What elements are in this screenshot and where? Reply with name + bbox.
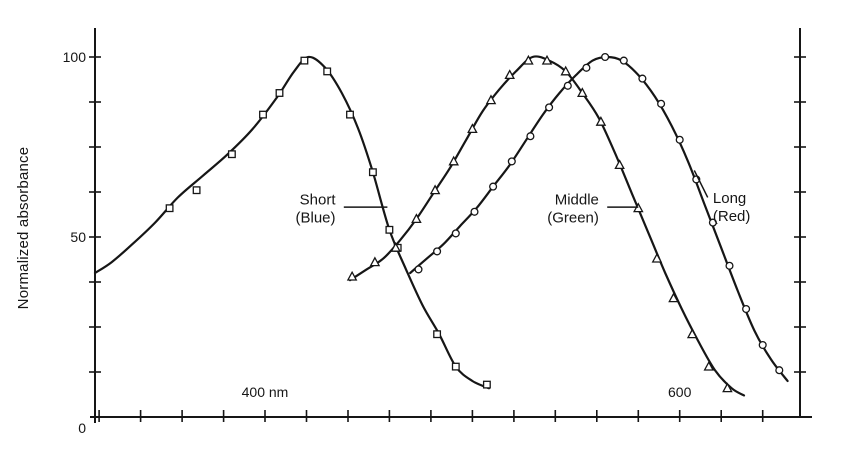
data-point-circle xyxy=(507,157,516,166)
data-point-circle xyxy=(489,182,498,191)
data-point-triangle xyxy=(369,256,381,267)
data-point-circle xyxy=(725,261,734,270)
data-point-circle xyxy=(414,265,423,274)
data-point-triangle xyxy=(390,242,401,252)
data-point-circle xyxy=(657,99,666,108)
y-tick-label: 0 xyxy=(78,420,86,436)
data-point-triangle xyxy=(686,328,698,339)
data-point-square xyxy=(259,110,267,119)
data-point-square xyxy=(300,56,309,65)
data-point-triangle xyxy=(560,65,571,76)
data-point-circle xyxy=(758,340,767,350)
data-point-triangle xyxy=(346,270,358,281)
data-point-circle xyxy=(451,229,460,238)
data-point-square xyxy=(323,67,332,76)
annotation-line: (Red) xyxy=(713,208,751,225)
data-point-square xyxy=(385,225,394,234)
data-point-circle xyxy=(708,218,717,227)
data-point-square xyxy=(192,186,201,195)
x-tick-label: 600 xyxy=(668,384,692,400)
annotation-long-red: Long (Red) xyxy=(713,190,751,225)
data-point-triangle xyxy=(523,54,534,65)
y-tick-label: 50 xyxy=(70,229,86,245)
data-point-triangle xyxy=(595,116,607,126)
data-point-triangle xyxy=(429,184,441,195)
data-point-circle xyxy=(563,81,572,90)
annotation-line: Short xyxy=(300,192,337,209)
data-point-circle xyxy=(582,63,591,72)
data-point-square xyxy=(482,380,491,389)
y-tick-label: 100 xyxy=(63,49,87,65)
annotation-line: Long xyxy=(713,190,746,207)
data-point-triangle xyxy=(577,87,588,98)
data-point-triangle xyxy=(614,159,625,170)
data-point-triangle xyxy=(541,54,553,65)
data-point-circle xyxy=(545,103,554,112)
x-tick-label: 400 nm xyxy=(242,384,289,400)
data-point-square xyxy=(346,110,354,119)
annotation-leader-long-red xyxy=(693,170,709,198)
data-point-circle xyxy=(526,132,535,141)
annotation-middle-green: Middle (Green) xyxy=(547,192,599,227)
data-point-square xyxy=(368,168,377,177)
data-point-circle xyxy=(433,247,442,256)
data-point-triangle xyxy=(448,155,459,166)
data-point-circle xyxy=(675,135,684,144)
data-point-triangle xyxy=(411,213,422,224)
data-point-circle xyxy=(470,207,479,216)
data-point-square xyxy=(227,150,236,159)
data-point-circle xyxy=(775,366,784,375)
data-point-triangle xyxy=(504,69,515,80)
data-point-triangle xyxy=(651,252,663,263)
data-point-triangle xyxy=(467,123,478,134)
series-curve-short xyxy=(93,55,491,390)
annotation-line: Middle xyxy=(555,192,599,209)
y-axis-label: Normalized absorbance xyxy=(15,146,32,310)
data-point-circle xyxy=(742,304,751,314)
data-point-circle xyxy=(638,74,647,83)
data-point-triangle xyxy=(485,94,497,105)
data-point-circle xyxy=(619,56,628,65)
annotation-short-blue: Short (Blue) xyxy=(295,192,336,227)
data-point-triangle xyxy=(703,360,715,371)
data-point-triangle xyxy=(722,382,733,393)
annotation-line: (Blue) xyxy=(295,210,335,227)
data-point-triangle xyxy=(668,292,679,303)
data-point-square xyxy=(165,204,174,213)
data-point-square xyxy=(275,89,284,97)
data-point-square xyxy=(433,330,442,339)
annotation-line: (Green) xyxy=(547,210,599,227)
data-point-circle xyxy=(601,52,610,62)
data-point-square xyxy=(451,362,460,371)
